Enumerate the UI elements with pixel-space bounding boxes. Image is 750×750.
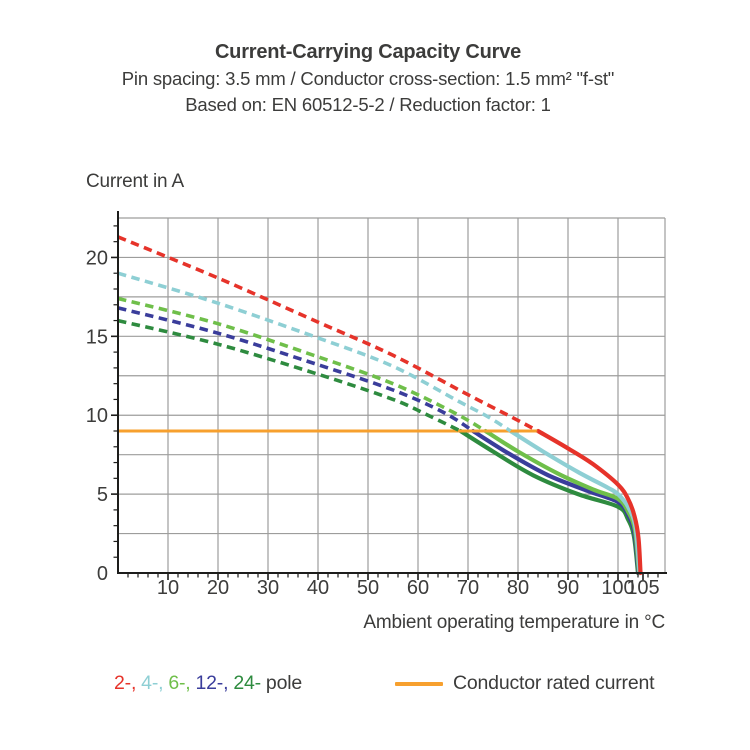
x-tick-label-50: 50 bbox=[357, 577, 379, 599]
y-tick-label-15: 15 bbox=[86, 326, 108, 348]
rated-current-label: Conductor rated current bbox=[453, 672, 655, 694]
chart-subtitle-line1: Pin spacing: 3.5 mm / Conductor cross-se… bbox=[121, 68, 615, 89]
solid-curves bbox=[458, 428, 643, 576]
x-tick-label-90: 90 bbox=[557, 577, 579, 599]
y-tick-label-10: 10 bbox=[86, 405, 108, 427]
y-tick-label-5: 5 bbox=[97, 484, 108, 506]
x-tick-label-105: 105 bbox=[626, 577, 659, 599]
dashed-curve-24-pole bbox=[117, 318, 462, 433]
chart-title: Current-Carrying Capacity Curve bbox=[214, 41, 522, 63]
y-tick-label-20: 20 bbox=[86, 247, 108, 269]
x-tick-label-40: 40 bbox=[307, 577, 329, 599]
chart-header: Current-Carrying Capacity Curve Pin spac… bbox=[0, 38, 736, 118]
x-tick-label-60: 60 bbox=[407, 577, 429, 599]
x-tick-label-20: 20 bbox=[207, 577, 229, 599]
y-tick-label-0: 0 bbox=[97, 563, 108, 585]
gridlines bbox=[118, 217, 666, 573]
x-tick-label-70: 70 bbox=[457, 577, 479, 599]
x-tick-label-10: 10 bbox=[157, 577, 179, 599]
dashed-curve-4-pole bbox=[117, 271, 512, 433]
rated-current-line-swatch bbox=[395, 681, 443, 686]
solid-curve-24-pole bbox=[458, 428, 641, 576]
legend-item-2pole: 2-, bbox=[114, 672, 137, 694]
x-axis-title: Ambient operating temperature in °C bbox=[363, 612, 665, 633]
dashed-curve-12-pole bbox=[117, 306, 474, 433]
dashed-curve-2-pole bbox=[117, 235, 539, 433]
legend-item-24pole: 24- bbox=[233, 672, 261, 694]
solid-curve-2-pole bbox=[535, 428, 643, 576]
legend-item-4pole: 4-, bbox=[141, 672, 164, 694]
legend-rated-current: Conductor rated current bbox=[395, 672, 655, 695]
legend-pole-suffix: pole bbox=[265, 672, 302, 694]
x-tick-label-100: 100 bbox=[601, 577, 634, 599]
legend-item-6pole: 6-, bbox=[168, 672, 191, 694]
legend-poles: 2-, 4-, 6-, 12-, 24- pole bbox=[114, 672, 302, 695]
x-tick-label-80: 80 bbox=[507, 577, 529, 599]
dashed-curve-6-pole bbox=[117, 296, 487, 433]
chart-subtitle-line2: Based on: EN 60512-5-2 / Reduction facto… bbox=[185, 94, 551, 115]
dashed-curves bbox=[117, 235, 539, 433]
x-tick-label-30: 30 bbox=[257, 577, 279, 599]
axes bbox=[111, 211, 667, 580]
legend-item-12pole: 12-, bbox=[195, 672, 229, 694]
y-axis-title: Current in A bbox=[86, 171, 184, 192]
